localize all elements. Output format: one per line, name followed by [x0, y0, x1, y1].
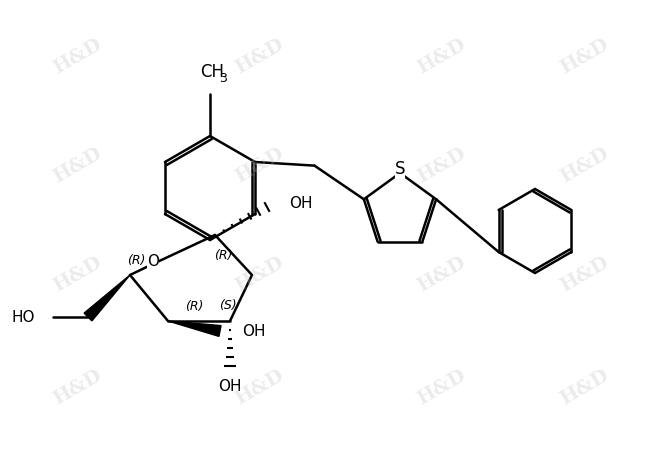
Text: H&D: H&D [415, 254, 469, 295]
Text: OH: OH [289, 195, 313, 210]
Text: H&D: H&D [558, 367, 612, 409]
Text: OH: OH [218, 378, 242, 394]
Text: H&D: H&D [51, 36, 105, 78]
Text: H&D: H&D [233, 367, 287, 409]
Text: (R): (R) [127, 254, 145, 267]
Text: H&D: H&D [558, 145, 612, 186]
Polygon shape [84, 275, 130, 321]
Text: S: S [395, 160, 405, 178]
Text: 3: 3 [219, 72, 227, 85]
Text: H&D: H&D [51, 145, 105, 186]
Text: H&D: H&D [558, 36, 612, 78]
Text: CH: CH [200, 63, 224, 81]
Text: H&D: H&D [233, 145, 287, 186]
Text: OH: OH [242, 324, 265, 339]
Text: (R): (R) [214, 249, 232, 262]
Text: HO: HO [12, 309, 35, 324]
Text: H&D: H&D [51, 254, 105, 295]
Text: H&D: H&D [415, 367, 469, 409]
Text: H&D: H&D [558, 254, 612, 295]
Text: O: O [147, 254, 159, 269]
Text: (R): (R) [185, 300, 203, 313]
Text: H&D: H&D [233, 254, 287, 295]
Text: H&D: H&D [415, 145, 469, 186]
Text: H&D: H&D [415, 36, 469, 78]
Text: (S): (S) [219, 299, 237, 312]
Text: H&D: H&D [233, 36, 287, 78]
Text: H&D: H&D [51, 367, 105, 409]
Polygon shape [168, 321, 221, 336]
